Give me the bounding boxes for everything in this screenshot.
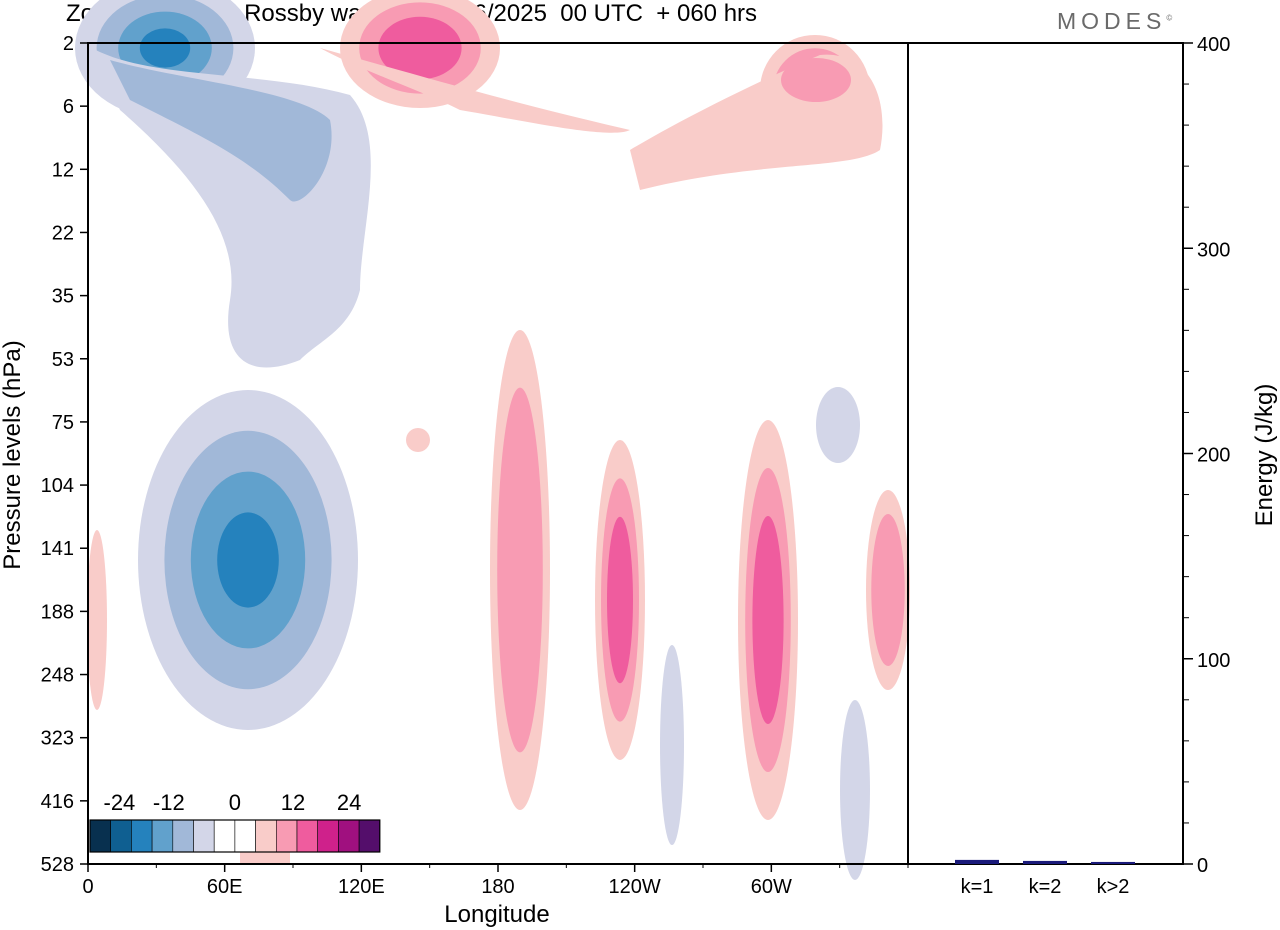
colorbar-swatch bbox=[275, 819, 298, 853]
contour-level bbox=[110, 60, 332, 202]
colorbar-swatch bbox=[193, 819, 215, 853]
x-tick-label: 60E bbox=[207, 876, 243, 898]
y-tick-label: 416 bbox=[41, 791, 74, 813]
colorbar-swatch bbox=[110, 819, 132, 853]
contour-level bbox=[320, 48, 630, 133]
energy-tick-label: 100 bbox=[1197, 650, 1230, 672]
colorbar-label: -12 bbox=[153, 790, 185, 815]
colorbar-swatch bbox=[296, 819, 319, 853]
y-tick-label: 528 bbox=[41, 854, 74, 876]
energy-plot-frame bbox=[907, 42, 1184, 865]
modes-logo: MODES© bbox=[1057, 8, 1173, 34]
x-tick-label: 60W bbox=[751, 876, 792, 898]
energy-bar bbox=[1023, 860, 1067, 864]
x-tick-label: 120W bbox=[609, 876, 661, 898]
energy-tick-label: 0 bbox=[1197, 855, 1208, 877]
y-tick-label: 75 bbox=[52, 412, 74, 434]
contour-level bbox=[660, 645, 684, 845]
y-axis-label: Pressure levels (hPa) bbox=[0, 340, 26, 569]
y-tick-label: 248 bbox=[41, 665, 74, 687]
contour-level bbox=[240, 852, 290, 864]
contour-level bbox=[781, 58, 851, 102]
energy-bars: k=1 k=2 k>2 bbox=[955, 859, 1135, 898]
y-tick-label: 141 bbox=[41, 538, 74, 560]
contour-level bbox=[378, 16, 462, 80]
energy-tick-label: 200 bbox=[1197, 445, 1230, 467]
contour-level bbox=[871, 514, 905, 666]
contour-level bbox=[840, 700, 870, 880]
energy-bar bbox=[1091, 861, 1135, 864]
colorbar-label: 0 bbox=[229, 790, 241, 815]
energy-tick-label: 400 bbox=[1197, 34, 1230, 56]
colorbar-swatch bbox=[151, 819, 174, 853]
y-tick-label: 35 bbox=[52, 286, 74, 308]
colorbar-swatch bbox=[89, 819, 112, 853]
y-tick-label: 2 bbox=[63, 33, 74, 55]
y-tick-label: 104 bbox=[41, 475, 74, 497]
y-tick-label: 53 bbox=[52, 349, 74, 371]
colorbar-label: 24 bbox=[337, 790, 361, 815]
colorbar-swatch bbox=[234, 819, 256, 853]
contour-level bbox=[217, 512, 279, 608]
contour-level bbox=[406, 428, 430, 452]
colorbar-swatch bbox=[213, 819, 236, 853]
y-tick-label: 188 bbox=[41, 601, 74, 623]
x-tick-label: 180 bbox=[481, 876, 514, 898]
colorbar-swatch bbox=[131, 819, 153, 853]
energy-axis-label: Energy (J/kg) bbox=[1251, 384, 1278, 527]
y-tick-label: 12 bbox=[52, 159, 74, 181]
logo-text: MODES bbox=[1057, 8, 1167, 34]
energy-tick-label: 300 bbox=[1197, 239, 1230, 261]
energy-bar bbox=[955, 859, 999, 864]
energy-category-label: k=1 bbox=[961, 876, 994, 898]
colorbar-label: -24 bbox=[104, 790, 136, 815]
energy-category-label: k>2 bbox=[1097, 876, 1130, 898]
contour-level bbox=[752, 516, 784, 724]
x-tick-label: 120E bbox=[338, 876, 385, 898]
colorbar-swatch bbox=[172, 819, 194, 853]
contour-field bbox=[75, 0, 910, 880]
colorbar-swatch bbox=[358, 819, 381, 853]
colorbar-swatch bbox=[317, 819, 339, 853]
colorbar: -24 -12 0 12 24 bbox=[89, 790, 381, 853]
contour-level bbox=[816, 387, 860, 463]
x-tick-label: 0 bbox=[82, 876, 93, 898]
contour-level bbox=[87, 530, 107, 710]
contour-level bbox=[607, 516, 633, 684]
x-axis-label: Longitude bbox=[444, 901, 549, 928]
colorbar-swatch bbox=[338, 819, 360, 853]
energy-category-label: k=2 bbox=[1029, 876, 1062, 898]
contour-level bbox=[497, 387, 543, 753]
colorbar-label: 12 bbox=[281, 790, 305, 815]
colorbar-swatch bbox=[255, 819, 277, 853]
y-tick-label: 22 bbox=[52, 222, 74, 244]
y-tick-label: 323 bbox=[41, 728, 74, 750]
colorbar-frame bbox=[89, 819, 381, 853]
contour-level bbox=[139, 28, 191, 68]
y-tick-label: 6 bbox=[63, 96, 74, 118]
